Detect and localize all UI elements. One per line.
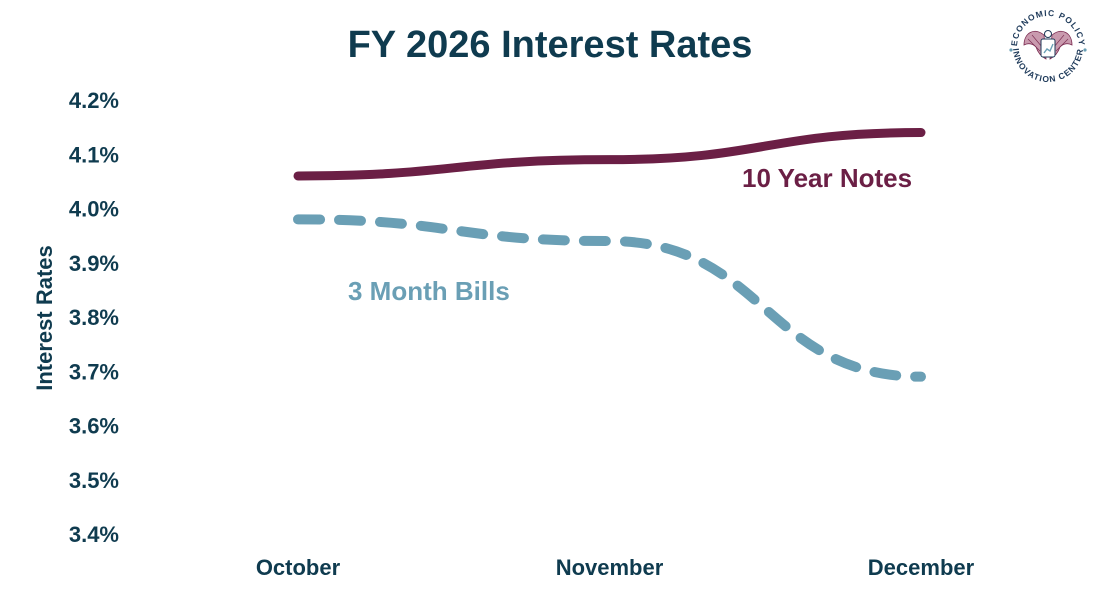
y-axis-ticks: 4.2% 4.1% 4.0% 3.9% 3.8% 3.7% 3.6% 3.5% 3.4% xyxy=(69,88,119,547)
y-axis-label: Interest Rates xyxy=(32,245,57,391)
y-tick-label: 3.8% xyxy=(69,305,119,330)
eagle-icon xyxy=(1023,30,1073,60)
logo-dot-left xyxy=(1009,48,1013,52)
logo-dot-right xyxy=(1083,48,1087,52)
x-tick-label: November xyxy=(556,555,664,580)
y-tick-label: 4.0% xyxy=(69,197,119,222)
y-tick-label: 4.2% xyxy=(69,88,119,113)
y-tick-label: 3.5% xyxy=(69,468,119,493)
series-label-3-month-bills: 3 Month Bills xyxy=(348,276,510,306)
x-axis-ticks: October November December xyxy=(256,555,975,580)
y-tick-label: 4.1% xyxy=(69,142,119,167)
series-label-10-year-notes: 10 Year Notes xyxy=(742,163,912,193)
y-tick-label: 3.4% xyxy=(69,522,119,547)
series-line-3-month-bills xyxy=(293,214,926,382)
chart-title: FY 2026 Interest Rates xyxy=(348,24,753,66)
epic-logo-seal: ECONOMIC POLICY INNOVATION CENTER xyxy=(1008,7,1088,87)
x-tick-label: October xyxy=(256,555,341,580)
series-line-10-year-notes xyxy=(293,128,926,181)
series-lines xyxy=(293,128,926,382)
x-tick-label: December xyxy=(868,555,975,580)
y-tick-label: 3.6% xyxy=(69,414,119,439)
y-tick-label: 3.9% xyxy=(69,251,119,276)
y-tick-label: 3.7% xyxy=(69,359,119,384)
